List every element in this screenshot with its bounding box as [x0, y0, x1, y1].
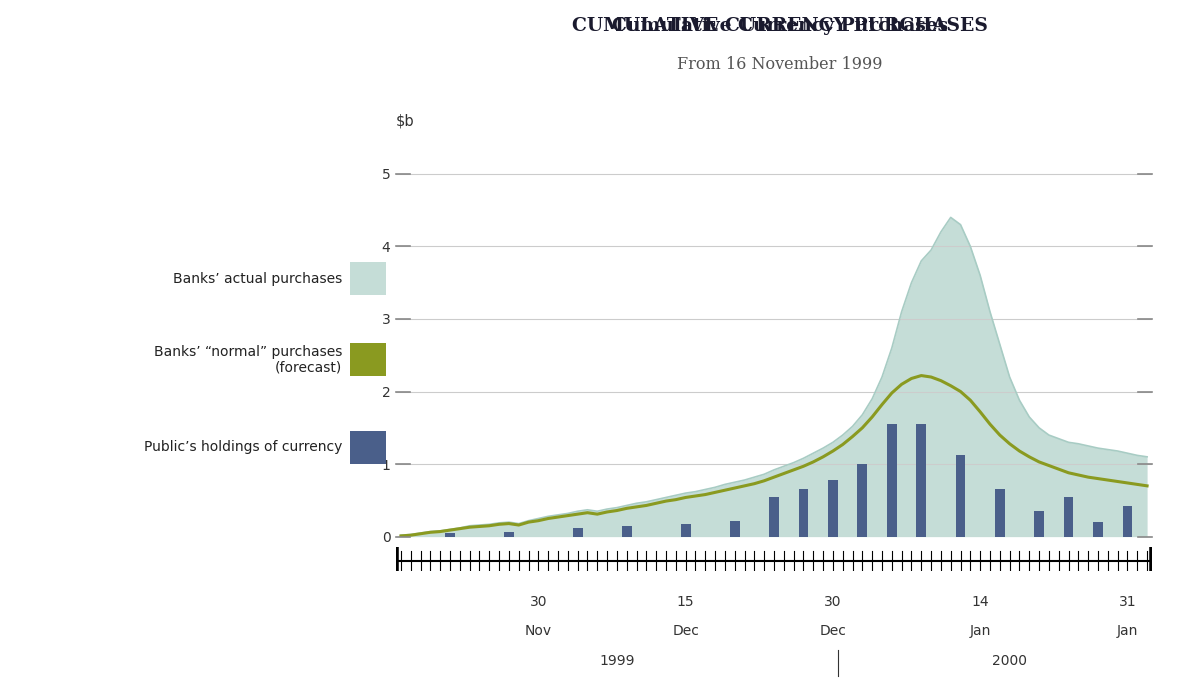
Text: 14: 14 [971, 595, 989, 610]
Bar [680, 524, 690, 537]
Text: $b: $b [396, 114, 415, 129]
Text: 31: 31 [1118, 595, 1136, 610]
Bar [955, 455, 966, 537]
Text: Jan: Jan [1117, 624, 1138, 638]
Text: 30: 30 [529, 595, 547, 610]
Bar [887, 424, 896, 537]
Text: Cumulative Currency Purchases: Cumulative Currency Purchases [612, 17, 948, 35]
Bar [828, 480, 838, 537]
Bar [730, 521, 739, 537]
Text: 1999: 1999 [599, 654, 635, 668]
Bar [1063, 497, 1074, 537]
Bar [1034, 511, 1044, 537]
Text: CUMULATIVE CURRENCY PURCHASES: CUMULATIVE CURRENCY PURCHASES [572, 17, 988, 35]
Text: Banks’ “normal” purchases
(forecast): Banks’ “normal” purchases (forecast) [154, 345, 342, 375]
Bar [769, 497, 779, 537]
Bar [572, 528, 582, 537]
Text: Nov: Nov [524, 624, 552, 638]
Text: 2000: 2000 [992, 654, 1027, 668]
Text: Banks’ actual purchases: Banks’ actual purchases [173, 272, 342, 286]
Bar [504, 532, 514, 537]
Text: 15: 15 [677, 595, 695, 610]
Text: Public’s holdings of currency: Public’s holdings of currency [144, 440, 342, 454]
Text: 30: 30 [824, 595, 841, 610]
Bar [1093, 522, 1103, 537]
Bar [858, 464, 868, 537]
Bar [1122, 506, 1133, 537]
Bar [995, 489, 1004, 537]
Bar [798, 489, 809, 537]
Text: Dec: Dec [820, 624, 846, 638]
Bar [622, 526, 631, 537]
Text: From 16 November 1999: From 16 November 1999 [677, 56, 883, 74]
Text: Dec: Dec [672, 624, 700, 638]
Bar [917, 424, 926, 537]
Text: Jan: Jan [970, 624, 991, 638]
Bar [445, 533, 455, 537]
